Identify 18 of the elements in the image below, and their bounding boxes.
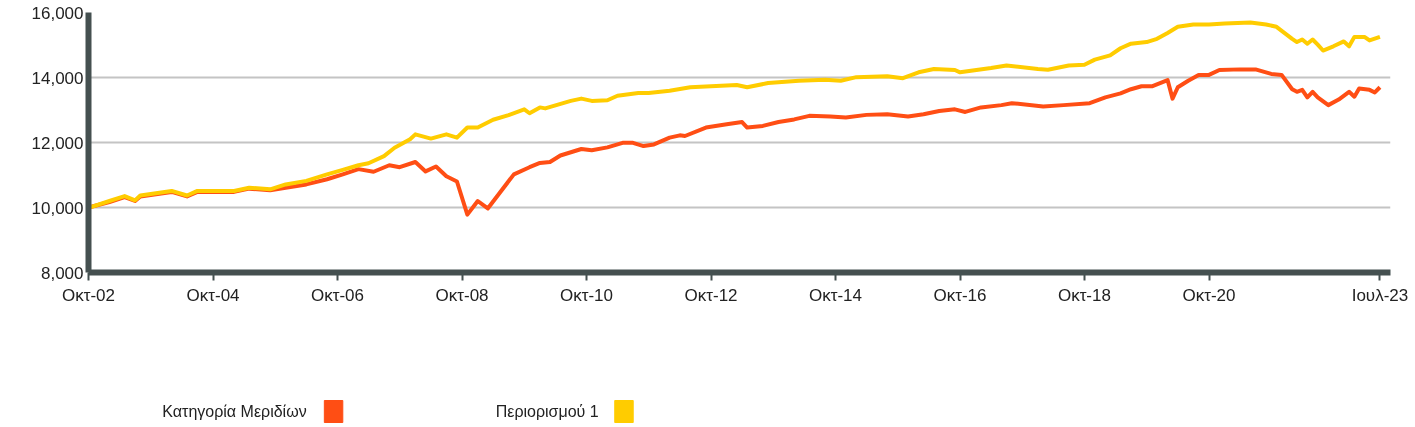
x-tick-label: Οκτ-20	[1182, 285, 1236, 305]
y-tick-label: 14,000	[31, 68, 84, 88]
x-tick-label: Ιουλ-23	[1351, 285, 1409, 305]
x-tick-label: Οκτ-14	[808, 285, 862, 305]
y-tick-label: 8,000	[40, 263, 84, 283]
x-tick-label: Οκτ-04	[186, 285, 240, 305]
legend-label: Κατηγορία Μεριδίων	[162, 403, 307, 420]
x-tick-label: Οκτ-02	[62, 285, 116, 305]
x-tick-label: Οκτ-18	[1057, 285, 1111, 305]
x-tick-label: Οκτ-10	[559, 285, 613, 305]
y-tick-label: 16,000	[31, 3, 84, 23]
legend-label: Περιορισμού 1	[495, 403, 599, 420]
y-tick-label: 12,000	[31, 133, 84, 153]
x-tick-label: Οκτ-08	[435, 285, 489, 305]
x-tick-label: Οκτ-16	[933, 285, 987, 305]
y-tick-label: 10,000	[31, 198, 84, 218]
x-tick-label: Οκτ-12	[684, 285, 738, 305]
x-tick-label: Οκτ-06	[310, 285, 364, 305]
